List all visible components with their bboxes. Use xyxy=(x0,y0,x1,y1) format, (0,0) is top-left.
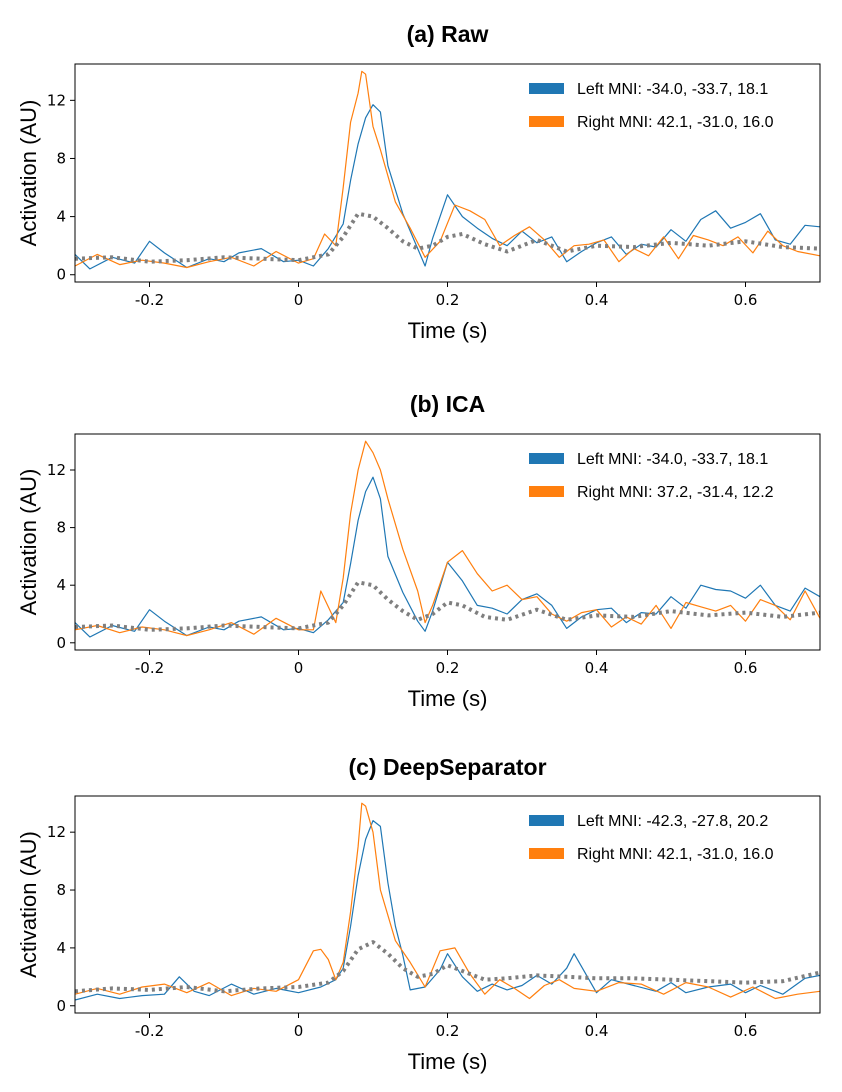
y-tick-label: 12 xyxy=(47,91,66,109)
x-tick-label: -0.2 xyxy=(135,1022,164,1040)
y-axis-label: Activation (AU) xyxy=(16,831,41,978)
chart-panel-3: (c) DeepSeparator -0.2 0 0.2 0.4 0.6 0 4 8 12 Time… xyxy=(16,754,821,1074)
legend-swatch-right xyxy=(529,848,564,859)
legend-swatch-left xyxy=(529,815,564,826)
x-tick-label: -0.2 xyxy=(135,659,164,677)
y-tick-label: 4 xyxy=(56,208,66,226)
y-tick-label: 0 xyxy=(56,266,66,284)
legend-label-right: Right MNI: 42.1, -31.0, 16.0 xyxy=(577,846,774,863)
series-line-right xyxy=(75,70,820,269)
chart-panel-1: (a) Raw -0.2 0 0.2 0.4 0.6 0 4 8 12 Time (s) Activa… xyxy=(16,21,821,343)
x-tick-label: 0 xyxy=(294,659,304,677)
y-tick-label: 8 xyxy=(56,881,66,899)
x-tick-label: 0.4 xyxy=(585,1022,609,1040)
chart-title: (b) ICA xyxy=(410,391,485,417)
series-line-right xyxy=(75,440,820,637)
x-tick-label: 0.2 xyxy=(436,1022,460,1040)
y-axis-label: Activation (AU) xyxy=(16,469,41,616)
legend-swatch-left xyxy=(529,83,564,94)
y-axis-label: Activation (AU) xyxy=(16,100,41,247)
x-tick-label: 0.6 xyxy=(734,291,758,309)
x-tick-label: 0.6 xyxy=(734,1022,758,1040)
y-tick-label: 0 xyxy=(56,997,66,1015)
legend: Left MNI: -34.0, -33.7, 18.1 Right MNI: 4… xyxy=(529,81,774,131)
legend-label-left: Left MNI: -34.0, -33.7, 18.1 xyxy=(577,451,768,468)
legend-swatch-right xyxy=(529,116,564,127)
y-tick-label: 4 xyxy=(56,939,66,957)
x-tick-label: 0.4 xyxy=(585,291,609,309)
legend-label-left: Left MNI: -42.3, -27.8, 20.2 xyxy=(577,813,768,830)
x-tick-label: 0 xyxy=(294,291,304,309)
y-tick-label: 12 xyxy=(47,461,66,479)
legend-label-left: Left MNI: -34.0, -33.7, 18.1 xyxy=(577,81,768,98)
legend-swatch-left xyxy=(529,453,564,464)
series-group xyxy=(75,70,820,270)
legend: Left MNI: -42.3, -27.8, 20.2 Right MNI: 4… xyxy=(529,813,774,863)
x-tick-label: 0.4 xyxy=(585,659,609,677)
x-tick-label: -0.2 xyxy=(135,291,164,309)
series-line-right xyxy=(75,802,820,1000)
series-line-avg xyxy=(75,940,820,994)
y-tick-label: 8 xyxy=(56,149,66,167)
chart-title: (c) DeepSeparator xyxy=(348,754,546,780)
chart-title: (a) Raw xyxy=(407,21,489,47)
chart-panel-2: (b) ICA -0.2 0 0.2 0.4 0.6 0 4 8 12 Time (s) Activa… xyxy=(16,391,821,711)
y-tick-label: 0 xyxy=(56,634,66,652)
legend: Left MNI: -34.0, -33.7, 18.1 Right MNI: 3… xyxy=(529,451,774,501)
x-tick-label: 0.2 xyxy=(436,659,460,677)
y-tick-label: 12 xyxy=(47,823,66,841)
series-group xyxy=(75,802,820,1001)
legend-label-right: Right MNI: 42.1, -31.0, 16.0 xyxy=(577,114,774,131)
series-line-left xyxy=(75,476,820,638)
series-line-avg xyxy=(75,211,820,264)
x-tick-label: 0.6 xyxy=(734,659,758,677)
x-tick-label: 0 xyxy=(294,1022,304,1040)
x-tick-label: 0.2 xyxy=(436,291,460,309)
series-group xyxy=(75,440,820,638)
series-line-avg xyxy=(75,580,820,632)
legend-swatch-right xyxy=(529,486,564,497)
x-axis-label: Time (s) xyxy=(408,318,488,343)
x-axis-label: Time (s) xyxy=(408,1049,488,1074)
y-tick-label: 4 xyxy=(56,576,66,594)
y-tick-label: 8 xyxy=(56,519,66,537)
legend-label-right: Right MNI: 37.2, -31.4, 12.2 xyxy=(577,484,774,501)
x-axis-label: Time (s) xyxy=(408,686,488,711)
series-line-left xyxy=(75,819,820,1001)
